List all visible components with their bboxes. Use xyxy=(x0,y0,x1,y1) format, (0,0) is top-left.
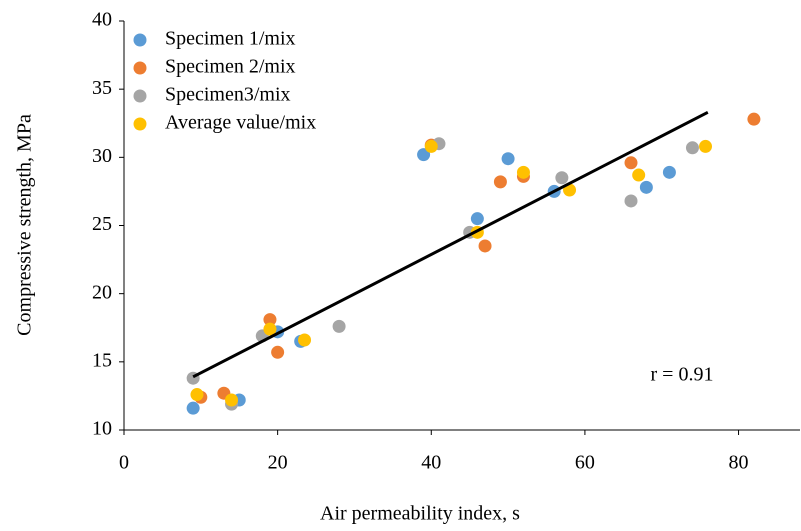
annotation: r = 0.91 xyxy=(651,364,714,386)
point xyxy=(271,345,285,359)
x-tick-label: 0 xyxy=(119,452,129,474)
point xyxy=(662,165,676,179)
legend-label: Specimen3/mix xyxy=(165,84,291,106)
y-tick-label: 20 xyxy=(92,281,112,303)
point xyxy=(263,322,277,336)
point xyxy=(470,212,484,226)
point xyxy=(186,401,200,415)
legend-marker xyxy=(133,117,147,131)
trendline xyxy=(192,111,709,379)
point xyxy=(298,333,312,347)
y-tick-label: 15 xyxy=(92,349,112,371)
legend-marker xyxy=(133,33,147,47)
x-tick-label: 20 xyxy=(268,452,288,474)
point xyxy=(501,152,515,166)
legend-label: Specimen 2/mix xyxy=(165,56,296,78)
y-axis-label: Compressive strength, MPa xyxy=(14,114,36,336)
x-tick-label: 80 xyxy=(729,452,749,474)
point xyxy=(332,319,346,333)
point xyxy=(190,388,204,402)
point xyxy=(478,239,492,253)
y-tick-label: 30 xyxy=(92,145,112,167)
x-tick-label: 40 xyxy=(421,452,441,474)
legend-marker xyxy=(133,89,147,103)
point xyxy=(624,156,638,170)
point xyxy=(516,165,530,179)
point xyxy=(417,148,431,162)
y-tick-label: 40 xyxy=(92,9,112,31)
legend-label: Average value/mix xyxy=(165,112,316,134)
point xyxy=(699,139,713,153)
point xyxy=(685,141,699,155)
point xyxy=(493,175,507,189)
point xyxy=(263,313,277,327)
point xyxy=(424,139,438,153)
point xyxy=(747,112,761,126)
point xyxy=(624,194,638,208)
point xyxy=(563,183,577,197)
legend-label: Specimen 1/mix xyxy=(165,28,296,50)
point xyxy=(555,171,569,185)
y-tick-label: 35 xyxy=(92,77,112,99)
y-tick-label: 10 xyxy=(92,418,112,440)
x-tick-label: 60 xyxy=(575,452,595,474)
point xyxy=(225,393,239,407)
point xyxy=(639,180,653,194)
point xyxy=(632,168,646,182)
x-axis-label: Air permeability index, s xyxy=(320,503,520,525)
legend-marker xyxy=(133,61,147,75)
y-tick-label: 25 xyxy=(92,213,112,235)
